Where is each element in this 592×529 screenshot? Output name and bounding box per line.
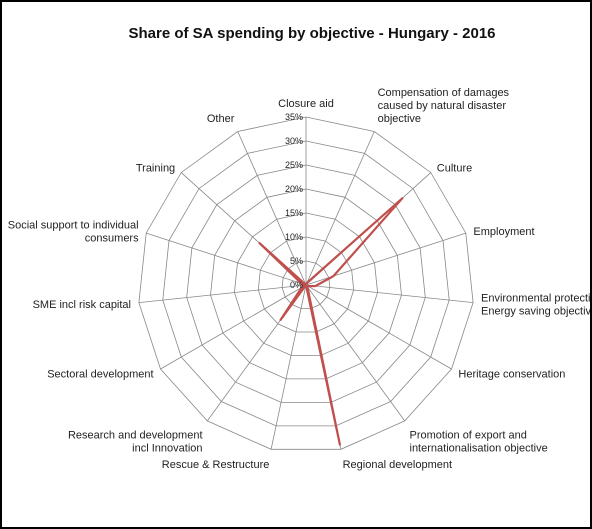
tick-label: 5%: [290, 256, 303, 266]
category-label: Environmental protection inclEnergy savi…: [481, 292, 590, 317]
axis-spoke: [237, 131, 307, 286]
category-label: SME incl risk capital: [33, 299, 131, 311]
grid-ring: [233, 212, 379, 356]
category-label-layer: Closure aid Compensation of damages caused…: [8, 87, 590, 471]
tick-label: 15%: [285, 208, 303, 218]
grid-ring: [281, 260, 331, 309]
category-label: Culture: [437, 163, 472, 175]
category-label: Heritage conservation: [458, 369, 565, 381]
axis-spoke: [146, 232, 307, 286]
axis-spoke: [270, 284, 307, 450]
grid-ring: [138, 116, 474, 450]
tick-label: 10%: [285, 232, 303, 242]
category-label: Research and development incl Innovation: [68, 429, 203, 454]
tick-label: 30%: [285, 136, 303, 146]
category-label: Other: [207, 113, 235, 125]
tick-layer: 0% 5% 10% 15% 20% 25% 30% 35%: [285, 112, 303, 290]
axis-spoke: [305, 131, 375, 286]
category-label: Sectoral development: [47, 369, 153, 381]
tick-label: 35%: [285, 112, 303, 122]
grid-ring: [186, 164, 426, 403]
axis-spoke: [305, 284, 474, 303]
category-label: Training: [136, 163, 175, 175]
category-label: Closure aid: [278, 98, 334, 110]
tick-label: 0%: [290, 280, 303, 290]
category-label: Compensation of damages caused by natural…: [378, 87, 510, 125]
category-label: Promotion of export and internationalisat…: [410, 429, 548, 454]
category-label: Regional development: [343, 459, 452, 471]
chart-title: Share of SA spending by objective - Hung…: [128, 25, 495, 42]
category-label: Rescue & Restructure: [162, 459, 270, 471]
category-label: Employment: [473, 226, 534, 238]
tick-label: 20%: [285, 184, 303, 194]
axis-spoke: [305, 284, 452, 370]
series-line: [258, 197, 404, 446]
grid-ring: [162, 140, 450, 427]
series-layer: [258, 197, 404, 446]
axis-spoke: [160, 284, 307, 370]
grid-ring: [210, 188, 402, 380]
axis-spoke: [138, 284, 307, 303]
axis-spoke: [305, 284, 406, 422]
tick-label: 25%: [285, 160, 303, 170]
category-label: Social support to individual consumers: [8, 220, 139, 245]
